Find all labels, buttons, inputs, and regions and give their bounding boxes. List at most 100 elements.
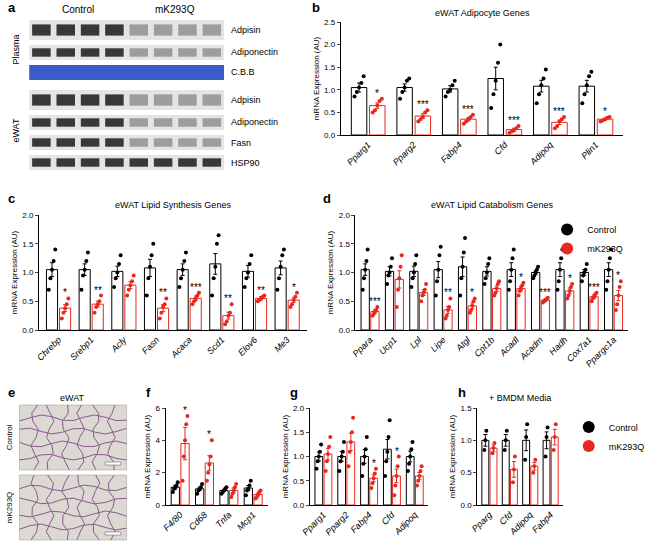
svg-text:0.0: 0.0 — [22, 326, 34, 335]
svg-text:Ppargc1a: Ppargc1a — [584, 335, 618, 369]
svg-text:mRNA Expression (AU): mRNA Expression (AU) — [326, 230, 335, 314]
svg-text:0.0: 0.0 — [293, 501, 305, 510]
svg-text:*: * — [470, 287, 474, 298]
svg-text:eWAT Lipid Catabolism Genes: eWAT Lipid Catabolism Genes — [431, 200, 553, 210]
svg-text:Plasma: Plasma — [11, 35, 21, 65]
svg-text:*: * — [372, 458, 376, 469]
svg-text:mK293Q: mK293Q — [5, 492, 14, 524]
svg-text:d: d — [323, 191, 331, 206]
svg-text:***: *** — [539, 287, 551, 298]
svg-text:0.5: 0.5 — [22, 297, 34, 306]
svg-text:**: ** — [444, 287, 452, 298]
svg-text:***: *** — [190, 282, 202, 293]
svg-text:Acaca: Acaca — [168, 335, 193, 360]
svg-text:HSP90: HSP90 — [231, 158, 260, 168]
svg-text:*: * — [568, 273, 572, 284]
svg-text:Cox7a1: Cox7a1 — [565, 335, 594, 364]
svg-text:6: 6 — [156, 404, 161, 413]
svg-text:**: ** — [94, 285, 102, 296]
svg-text:2.0: 2.0 — [324, 40, 336, 49]
svg-text:0.0: 0.0 — [460, 501, 472, 510]
svg-text:eWAT: eWAT — [60, 393, 85, 403]
svg-text:1.0: 1.0 — [339, 268, 351, 277]
svg-text:Cfd: Cfd — [380, 509, 398, 527]
svg-text:4: 4 — [156, 436, 161, 445]
svg-text:*: * — [207, 429, 211, 440]
svg-text:1.0: 1.0 — [460, 436, 472, 445]
svg-text:*: * — [63, 287, 67, 298]
svg-text:Adipoq: Adipoq — [527, 140, 555, 168]
svg-text:Control: Control — [609, 423, 638, 433]
svg-text:F4/80: F4/80 — [161, 510, 184, 533]
svg-text:Atgl: Atgl — [453, 334, 472, 353]
svg-text:Pparg2: Pparg2 — [391, 140, 419, 168]
svg-text:0.0: 0.0 — [324, 131, 336, 140]
svg-text:2.0: 2.0 — [293, 404, 305, 413]
svg-text:mRNA Expression (AU): mRNA Expression (AU) — [281, 414, 290, 498]
svg-text:*: * — [183, 405, 187, 416]
svg-text:Fasn: Fasn — [140, 335, 161, 356]
svg-text:Fasn: Fasn — [231, 138, 251, 148]
svg-text:2.0: 2.0 — [339, 211, 351, 220]
svg-text:Elov6: Elov6 — [236, 335, 259, 358]
svg-text:***: *** — [417, 99, 429, 110]
svg-text:c: c — [8, 191, 15, 206]
svg-text:0: 0 — [156, 501, 161, 510]
svg-text:***: *** — [588, 282, 600, 293]
svg-text:C.B.B: C.B.B — [231, 67, 255, 77]
svg-text:Mcp1: Mcp1 — [235, 510, 258, 533]
svg-text:Cfd: Cfd — [497, 509, 515, 527]
svg-text:**: ** — [224, 293, 232, 304]
svg-text:Control: Control — [62, 4, 94, 15]
svg-text:*: * — [395, 446, 399, 457]
svg-text:mK293Q: mK293Q — [609, 442, 645, 452]
svg-text:Cfd: Cfd — [492, 139, 510, 157]
svg-text:1.5: 1.5 — [324, 63, 336, 72]
svg-text:Tnfa: Tnfa — [214, 510, 234, 530]
svg-text:Acadl: Acadl — [497, 334, 521, 358]
svg-text:0.5: 0.5 — [293, 477, 305, 486]
svg-text:Hadh: Hadh — [547, 335, 569, 357]
svg-text:eWAT: eWAT — [11, 118, 21, 143]
svg-text:***: *** — [508, 115, 520, 126]
svg-text:Adiponectin: Adiponectin — [231, 47, 278, 57]
svg-text:***: *** — [462, 104, 474, 115]
svg-text:0.5: 0.5 — [339, 297, 351, 306]
svg-text:Cd68: Cd68 — [187, 510, 209, 532]
svg-text:mK293Q: mK293Q — [155, 4, 195, 15]
svg-text:***: *** — [369, 296, 381, 307]
svg-text:2: 2 — [156, 468, 161, 477]
svg-text:Srebp1: Srebp1 — [68, 335, 96, 363]
svg-text:Pparg: Pparg — [470, 510, 494, 534]
svg-text:**: ** — [159, 287, 167, 298]
svg-text:Pparg2: Pparg2 — [323, 510, 351, 538]
svg-text:Pparg1: Pparg1 — [300, 510, 328, 538]
svg-text:e: e — [8, 385, 15, 400]
svg-text:mRNA Expression (AU): mRNA Expression (AU) — [143, 414, 152, 498]
svg-text:Adipoq: Adipoq — [392, 510, 420, 538]
svg-text:0.5: 0.5 — [324, 108, 336, 117]
svg-text:Adipoq: Adipoq — [507, 510, 535, 538]
svg-text:*: * — [616, 270, 620, 281]
svg-text:eWAT Lipid Synthesis Genes: eWAT Lipid Synthesis Genes — [115, 200, 231, 210]
svg-text:*: * — [603, 106, 607, 117]
svg-text:Scd1: Scd1 — [205, 335, 227, 357]
svg-text:*: * — [292, 282, 296, 293]
svg-text:Control: Control — [5, 424, 14, 450]
svg-text:eWAT Adipocyte Genes: eWAT Adipocyte Genes — [435, 8, 530, 18]
svg-text:Ppara: Ppara — [351, 335, 375, 359]
svg-text:Lipe: Lipe — [429, 335, 448, 354]
svg-text:a: a — [8, 0, 16, 15]
svg-text:Plin1: Plin1 — [579, 140, 600, 161]
svg-text:Lpl: Lpl — [408, 334, 424, 350]
svg-text:Fabp4: Fabp4 — [439, 140, 464, 165]
svg-text:1.0: 1.0 — [324, 86, 336, 95]
svg-text:1.5: 1.5 — [22, 240, 34, 249]
svg-text:1.5: 1.5 — [293, 428, 305, 437]
svg-text:0.0: 0.0 — [339, 326, 351, 335]
svg-text:Me3: Me3 — [272, 335, 291, 354]
svg-text:***: *** — [553, 106, 565, 117]
svg-text:Fabp4: Fabp4 — [349, 510, 374, 535]
svg-text:2.5: 2.5 — [324, 18, 336, 27]
svg-text:Ucp1: Ucp1 — [377, 335, 399, 357]
